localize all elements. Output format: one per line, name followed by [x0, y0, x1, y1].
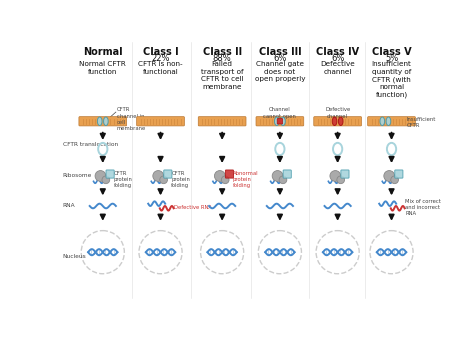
Text: Channel gate
does not
open properly: Channel gate does not open properly: [255, 61, 305, 82]
Text: RNA: RNA: [63, 204, 75, 209]
Circle shape: [384, 171, 395, 181]
Text: Mix of correct
and incorrect
RNA: Mix of correct and incorrect RNA: [405, 199, 441, 216]
Text: Class II: Class II: [202, 47, 242, 57]
Circle shape: [95, 171, 106, 181]
Text: Insufficient
CFTR: Insufficient CFTR: [407, 117, 436, 128]
Circle shape: [391, 176, 399, 184]
Ellipse shape: [97, 117, 102, 125]
FancyBboxPatch shape: [198, 117, 246, 126]
FancyBboxPatch shape: [137, 117, 184, 126]
Ellipse shape: [380, 117, 384, 125]
Ellipse shape: [274, 117, 279, 125]
FancyBboxPatch shape: [277, 119, 283, 124]
FancyBboxPatch shape: [341, 170, 349, 178]
Text: Ribosome: Ribosome: [63, 174, 92, 179]
FancyBboxPatch shape: [225, 170, 234, 178]
FancyBboxPatch shape: [106, 170, 114, 178]
Text: 88%: 88%: [213, 54, 231, 63]
Text: 6%: 6%: [331, 54, 344, 63]
Text: Defective
channel: Defective channel: [325, 108, 350, 119]
Ellipse shape: [103, 117, 108, 125]
Ellipse shape: [332, 117, 337, 125]
Text: Class I: Class I: [143, 47, 178, 57]
Circle shape: [272, 171, 283, 181]
Text: CFTR translocation: CFTR translocation: [63, 142, 118, 147]
FancyBboxPatch shape: [314, 117, 362, 126]
Text: Class IV: Class IV: [316, 47, 359, 57]
Text: Defective RNA: Defective RNA: [174, 205, 212, 210]
FancyBboxPatch shape: [79, 117, 127, 126]
Text: 22%: 22%: [151, 54, 170, 63]
Text: Failed
transport of
CFTR to cell
membrane: Failed transport of CFTR to cell membran…: [201, 61, 244, 90]
Text: CFTR
channel in
cell
membrane: CFTR channel in cell membrane: [117, 108, 146, 131]
Text: Class III: Class III: [259, 47, 301, 57]
Text: Nucleus: Nucleus: [63, 253, 86, 258]
Circle shape: [330, 171, 341, 181]
Text: CFTR
protein
folding: CFTR protein folding: [171, 171, 190, 188]
Ellipse shape: [386, 117, 391, 125]
Text: Channel
cannot open: Channel cannot open: [264, 108, 296, 119]
Text: Normal: Normal: [83, 47, 123, 57]
Text: Abnormal
protein
folding: Abnormal protein folding: [233, 171, 258, 188]
FancyBboxPatch shape: [283, 170, 292, 178]
FancyBboxPatch shape: [164, 170, 172, 178]
Circle shape: [160, 176, 167, 184]
Text: Normal CFTR
function: Normal CFTR function: [80, 61, 126, 75]
Circle shape: [221, 176, 229, 184]
Circle shape: [102, 176, 109, 184]
Circle shape: [337, 176, 345, 184]
FancyBboxPatch shape: [256, 117, 304, 126]
Ellipse shape: [338, 117, 343, 125]
Text: Class V: Class V: [372, 47, 411, 57]
Text: 5%: 5%: [385, 54, 398, 63]
Circle shape: [214, 171, 225, 181]
Text: Defective
channel: Defective channel: [320, 61, 355, 75]
Text: 6%: 6%: [273, 54, 287, 63]
Text: CFTR
protein
folding: CFTR protein folding: [114, 171, 132, 188]
Circle shape: [279, 176, 287, 184]
FancyBboxPatch shape: [368, 117, 415, 126]
Circle shape: [153, 171, 164, 181]
FancyBboxPatch shape: [395, 170, 403, 178]
Ellipse shape: [281, 117, 285, 125]
Text: CFTR is non-
functional: CFTR is non- functional: [138, 61, 183, 75]
Text: Insufficient
quantity of
CFTR (with
normal
function): Insufficient quantity of CFTR (with norm…: [372, 61, 411, 98]
